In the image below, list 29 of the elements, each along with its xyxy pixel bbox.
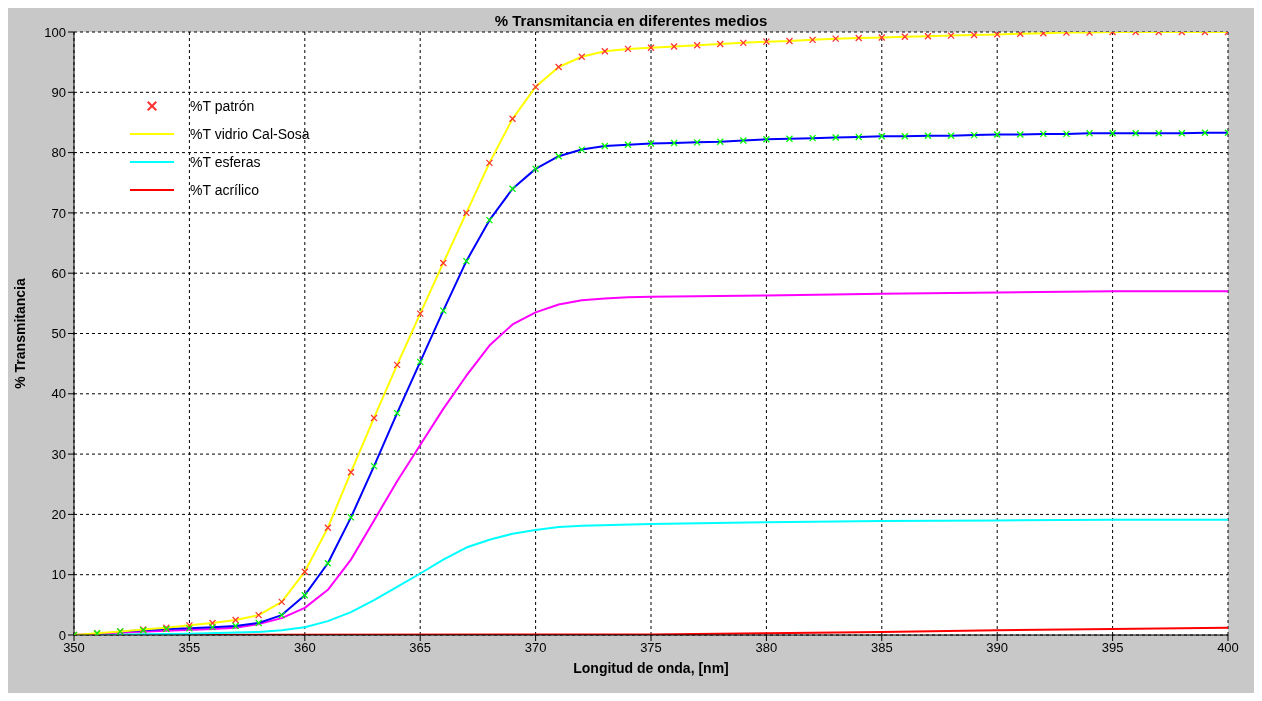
y-axis-title: % Transmitancia bbox=[11, 278, 28, 389]
y-tick-label: 0 bbox=[58, 627, 66, 643]
x-tick-label: 390 bbox=[986, 640, 1009, 656]
y-tick-label: 20 bbox=[51, 507, 66, 523]
x-tick-label: 370 bbox=[524, 640, 547, 656]
x-tick-label: 375 bbox=[640, 640, 662, 656]
x-tick-label: 395 bbox=[1101, 640, 1124, 656]
y-tick-label: 30 bbox=[51, 446, 66, 462]
y-tick-label: 40 bbox=[51, 386, 66, 402]
x-tick-label: 380 bbox=[755, 640, 778, 656]
y-tick-label: 50 bbox=[51, 326, 66, 342]
legend-label: %T vidrio Cal-Sosa bbox=[190, 126, 310, 142]
legend-label: %T acrílico bbox=[190, 182, 259, 198]
chart-title: % Transmitancia en diferentes medios bbox=[494, 12, 768, 29]
x-tick-label: 365 bbox=[409, 640, 432, 656]
x-tick-label: 355 bbox=[178, 640, 201, 656]
legend-label: %T patrón bbox=[190, 98, 255, 114]
y-tick-label: 80 bbox=[51, 145, 66, 161]
y-tick-label: 10 bbox=[51, 567, 66, 583]
y-tick-label: 70 bbox=[51, 205, 66, 221]
x-tick-label: 400 bbox=[1217, 640, 1239, 656]
x-tick-label: 360 bbox=[293, 640, 316, 656]
y-tick-label: 100 bbox=[44, 24, 66, 40]
x-tick-label: 350 bbox=[63, 640, 85, 656]
legend-label: %T esferas bbox=[190, 154, 261, 170]
x-tick-label: 385 bbox=[870, 640, 893, 656]
x-axis-title: Longitud de onda, [nm] bbox=[573, 660, 729, 676]
y-tick-label: 90 bbox=[51, 84, 66, 100]
y-tick-label: 60 bbox=[51, 265, 66, 281]
